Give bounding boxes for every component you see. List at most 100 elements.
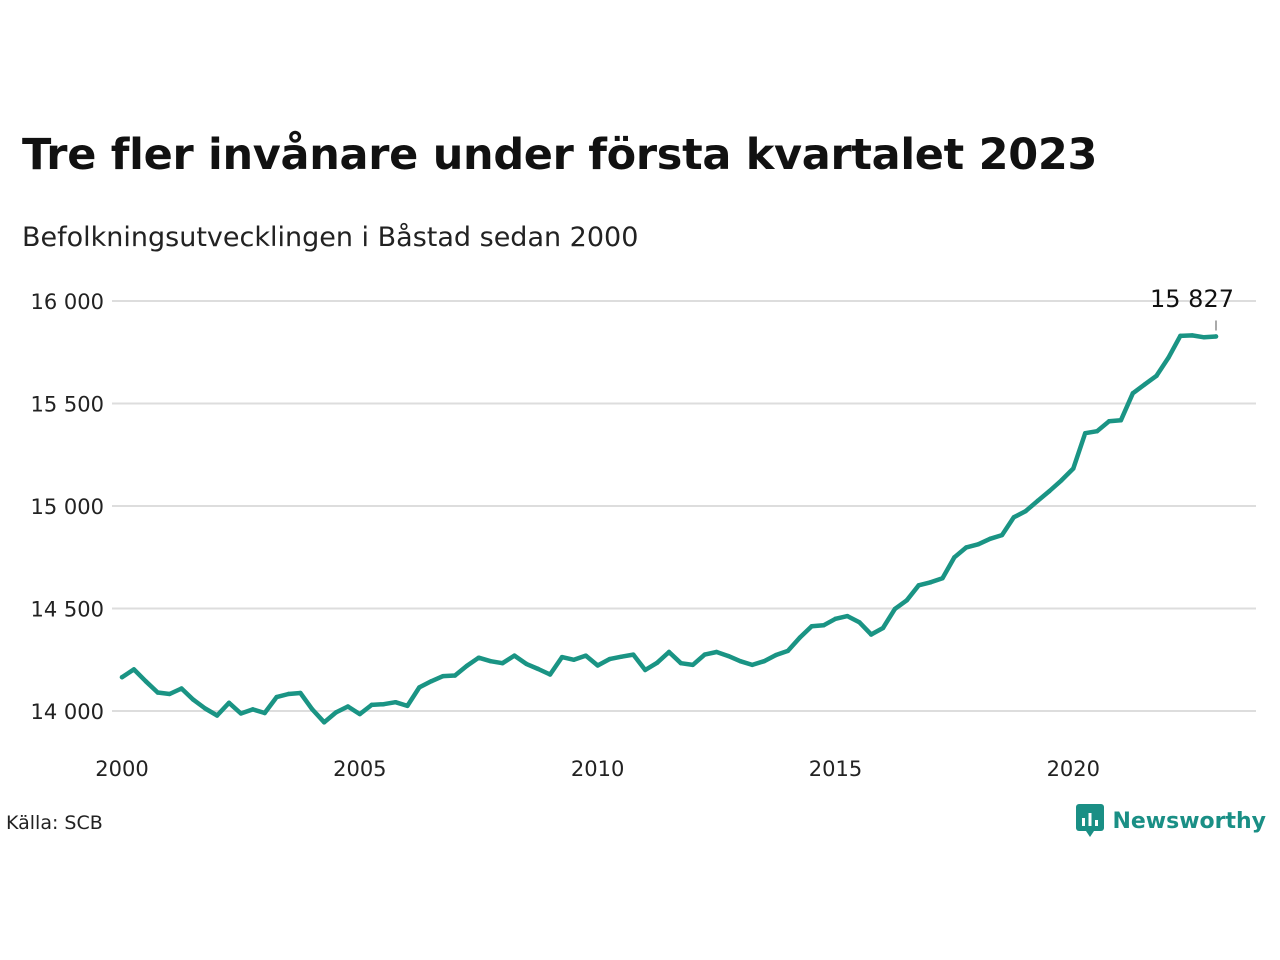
end-annotation: 15 827	[1150, 285, 1234, 331]
series-line	[119, 333, 1219, 725]
chart-title: Tre fler invånare under första kvartalet…	[22, 130, 1098, 180]
data-point	[310, 707, 315, 712]
series	[119, 333, 1219, 725]
data-point	[452, 673, 458, 678]
data-point	[155, 690, 160, 695]
data-point	[417, 685, 422, 690]
data-point	[892, 606, 898, 612]
data-point	[428, 679, 434, 684]
data-point	[643, 667, 648, 673]
data-point	[167, 691, 172, 697]
data-point	[203, 706, 208, 711]
x-tick-label: 2010	[571, 757, 624, 781]
data-point	[286, 691, 291, 697]
data-point	[904, 598, 910, 603]
data-point	[1190, 333, 1195, 338]
data-point	[761, 658, 767, 664]
x-tick-label: 2000	[95, 757, 148, 781]
data-point	[559, 654, 565, 660]
x-tick-label: 2020	[1047, 757, 1100, 781]
data-point	[119, 674, 125, 680]
data-point	[226, 700, 232, 705]
data-point	[488, 658, 493, 664]
data-point	[1130, 391, 1135, 396]
data-point	[595, 663, 600, 668]
data-point	[535, 666, 541, 672]
data-point	[274, 694, 279, 700]
data-point	[1178, 333, 1183, 339]
data-point	[619, 654, 624, 659]
x-tick-label: 2015	[809, 757, 862, 781]
y-tick-label: 16 000	[31, 290, 104, 314]
y-tick-label: 14 500	[31, 598, 104, 622]
data-point	[1011, 515, 1017, 520]
data-point	[440, 673, 446, 679]
x-tick-label: 2005	[333, 757, 386, 781]
data-point	[666, 649, 672, 655]
data-point	[916, 583, 921, 588]
data-point	[1118, 418, 1124, 423]
data-point	[999, 532, 1005, 538]
data-point	[345, 704, 351, 709]
data-point	[690, 662, 695, 668]
data-point	[940, 575, 945, 581]
data-point	[191, 697, 196, 702]
data-point	[298, 690, 303, 696]
data-point	[1094, 428, 1100, 434]
data-point	[262, 710, 267, 716]
data-point	[631, 652, 636, 657]
data-point	[714, 649, 719, 655]
data-point	[1035, 498, 1040, 504]
data-point	[750, 662, 755, 668]
data-point	[702, 652, 707, 657]
data-point	[1023, 508, 1028, 514]
data-point	[250, 707, 256, 712]
data-point	[393, 699, 398, 705]
source-note: Källa: SCB	[6, 812, 103, 834]
data-point	[476, 655, 481, 660]
brand-logo: Newsworthy	[1076, 804, 1266, 838]
data-point	[547, 672, 553, 677]
data-point	[405, 703, 410, 709]
data-point	[607, 656, 612, 662]
data-point	[654, 660, 660, 666]
data-point	[868, 632, 874, 637]
data-point	[845, 613, 850, 619]
brand-name: Newsworthy	[1112, 808, 1266, 834]
data-point	[1201, 335, 1207, 340]
data-point	[987, 536, 993, 541]
x-axis: 2000 2005 2010 2015 2020	[95, 757, 1100, 781]
data-point	[131, 667, 137, 672]
data-point	[1166, 355, 1171, 360]
data-point	[238, 711, 244, 716]
data-point	[1106, 419, 1112, 424]
data-point	[785, 648, 791, 654]
data-point	[1082, 431, 1088, 436]
data-point	[179, 686, 184, 691]
data-point	[369, 702, 374, 708]
data-point	[821, 623, 826, 628]
data-point	[1213, 334, 1219, 339]
annotation-label: 15 827	[1150, 285, 1234, 313]
gridlines	[112, 300, 1256, 712]
y-axis: 14 000 14 500 15 000 15 500 16 000	[31, 290, 104, 724]
data-point	[143, 679, 148, 684]
data-point	[797, 635, 803, 640]
data-point	[1047, 488, 1052, 494]
data-point	[726, 653, 731, 659]
data-point	[512, 653, 517, 658]
data-point	[1059, 478, 1064, 483]
data-point	[928, 580, 933, 585]
data-point	[738, 658, 743, 664]
y-tick-label: 15 000	[31, 495, 104, 519]
data-point	[952, 555, 957, 560]
data-point	[500, 661, 505, 666]
data-point	[357, 711, 363, 717]
data-point	[975, 542, 981, 547]
data-point	[1154, 373, 1159, 379]
data-point	[333, 710, 339, 715]
data-point	[880, 625, 886, 631]
y-tick-label: 15 500	[31, 393, 104, 417]
data-point	[773, 652, 779, 658]
